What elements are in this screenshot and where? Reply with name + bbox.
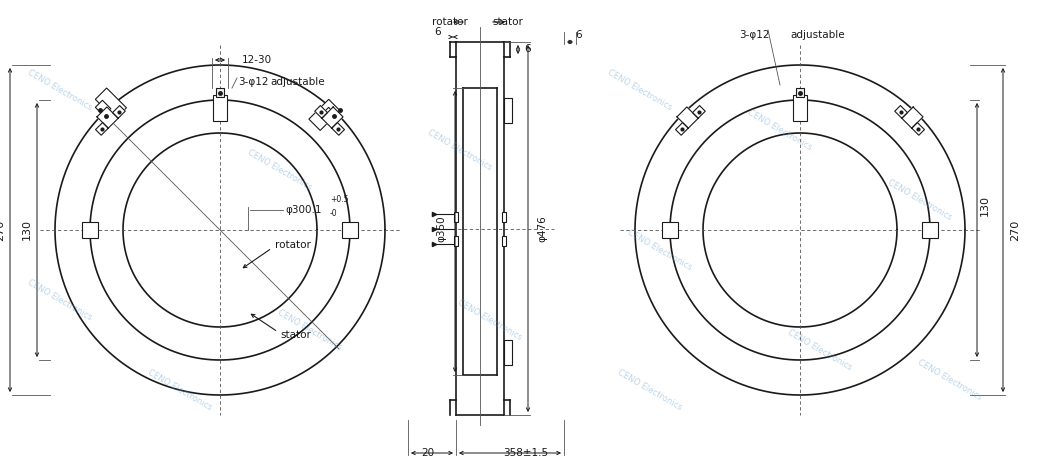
- Text: -0: -0: [330, 209, 338, 218]
- Text: +0.5: +0.5: [330, 196, 349, 205]
- Bar: [796, 88, 803, 97]
- Polygon shape: [95, 123, 108, 135]
- Bar: [320, 107, 336, 123]
- Text: 3-φ12: 3-φ12: [740, 30, 770, 40]
- Text: 20: 20: [422, 448, 435, 458]
- Bar: [454, 235, 458, 246]
- Bar: [308, 99, 340, 130]
- Text: 6: 6: [576, 30, 582, 40]
- Text: CENO Electronics: CENO Electronics: [26, 68, 93, 112]
- Text: CENO Electronics: CENO Electronics: [616, 368, 684, 412]
- Text: stator: stator: [280, 330, 311, 340]
- Text: 270: 270: [1010, 219, 1020, 241]
- Bar: [213, 95, 227, 121]
- Bar: [216, 88, 224, 97]
- Bar: [922, 222, 938, 238]
- Bar: [793, 95, 807, 121]
- Polygon shape: [112, 106, 125, 118]
- Bar: [502, 235, 506, 246]
- Polygon shape: [677, 107, 699, 128]
- Text: φ300.1: φ300.1: [285, 205, 321, 215]
- Polygon shape: [322, 107, 343, 128]
- Polygon shape: [675, 123, 688, 135]
- Text: 358±1.5: 358±1.5: [504, 448, 549, 458]
- Polygon shape: [692, 106, 705, 118]
- Text: CENO Electronics: CENO Electronics: [916, 358, 984, 402]
- Text: CENO Electronics: CENO Electronics: [606, 68, 674, 112]
- Bar: [504, 340, 512, 365]
- Text: CENO Electronics: CENO Electronics: [746, 108, 814, 152]
- Polygon shape: [332, 123, 344, 135]
- Polygon shape: [902, 107, 923, 128]
- Text: φ476: φ476: [537, 215, 547, 242]
- Text: stator: stator: [492, 17, 523, 27]
- Bar: [82, 222, 98, 238]
- Text: 270: 270: [0, 219, 5, 241]
- Text: CENO Electronics: CENO Electronics: [626, 228, 693, 272]
- Polygon shape: [895, 106, 907, 118]
- Text: 3-φ12: 3-φ12: [238, 77, 268, 87]
- Bar: [95, 100, 111, 116]
- Text: φ350: φ350: [436, 215, 446, 242]
- Text: CENO Electronics: CENO Electronics: [426, 128, 494, 172]
- Bar: [342, 222, 358, 238]
- Text: adjustable: adjustable: [790, 30, 845, 40]
- Text: CENO Electronics: CENO Electronics: [246, 148, 314, 192]
- Text: 130: 130: [980, 195, 990, 215]
- Text: adjustable: adjustable: [270, 77, 324, 87]
- Text: rotator: rotator: [275, 240, 311, 250]
- Bar: [504, 98, 512, 123]
- Text: 130: 130: [22, 219, 32, 241]
- Text: CENO Electronics: CENO Electronics: [277, 308, 343, 352]
- Bar: [95, 88, 126, 119]
- Text: CENO Electronics: CENO Electronics: [456, 298, 524, 342]
- Text: CENO Electronics: CENO Electronics: [886, 178, 954, 222]
- Text: CENO Electronics: CENO Electronics: [787, 328, 853, 372]
- Text: 6: 6: [435, 27, 441, 37]
- Polygon shape: [315, 106, 328, 118]
- Text: CENO Electronics: CENO Electronics: [146, 368, 214, 412]
- Polygon shape: [96, 107, 118, 128]
- Bar: [454, 212, 458, 222]
- Polygon shape: [912, 123, 924, 135]
- Text: rotator: rotator: [432, 17, 469, 27]
- Text: CENO Electronics: CENO Electronics: [26, 278, 93, 322]
- Text: 12-30: 12-30: [242, 55, 272, 65]
- Text: 6: 6: [525, 44, 531, 54]
- Bar: [662, 222, 678, 238]
- Bar: [502, 212, 506, 222]
